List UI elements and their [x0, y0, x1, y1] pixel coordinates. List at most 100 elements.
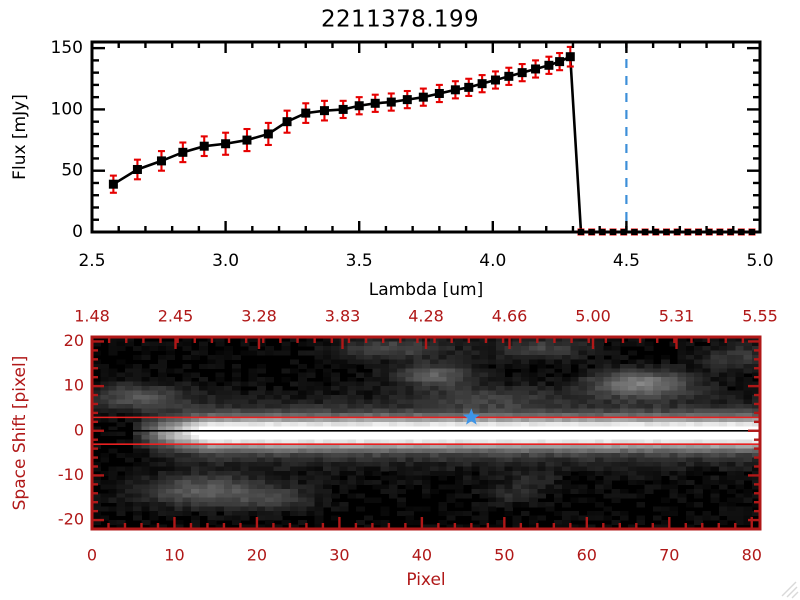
- x-tick-label: 5.0: [746, 251, 773, 271]
- spectrum-point: [490, 70, 500, 90]
- image-overlay-lines: [92, 408, 760, 445]
- data-point-marker: [450, 85, 460, 95]
- spectrum-point: [434, 83, 444, 104]
- spectrum-point: [221, 131, 231, 156]
- data-point-marker: [434, 88, 444, 98]
- space-shift-tick-label: 10: [64, 376, 84, 395]
- pixel-tick-label: 70: [659, 546, 679, 565]
- pixel-tick-label: 20: [247, 546, 267, 565]
- spectrum-x-axis-label: Lambda [um]: [369, 280, 483, 300]
- image-top-tick-labels: 1.48 2.45 3.28 3.83 4.28 4.66 5.00 5.31 5.55: [74, 307, 778, 326]
- pixel-tick-label: 40: [412, 546, 432, 565]
- spectrum-point: [108, 174, 118, 194]
- data-point-marker: [418, 92, 428, 102]
- x-tick-label: 4.5: [613, 251, 640, 271]
- spectrum-point: [370, 93, 380, 113]
- spectrum-y-axis-label: Flux [mJy]: [10, 94, 30, 180]
- page-title: 2211378.199: [321, 7, 479, 33]
- data-point-marker: [402, 95, 412, 105]
- spectrum-point: [555, 51, 565, 72]
- spectrum-tick-marks: [90, 42, 762, 234]
- spectral-image-data: [92, 337, 760, 529]
- wavelength-tick-label: 4.66: [492, 307, 528, 326]
- spectrum-point: [338, 99, 348, 120]
- reference-star-marker: [462, 408, 480, 425]
- data-point-marker: [565, 52, 575, 62]
- wavelength-tick-label: 5.31: [659, 307, 695, 326]
- wavelength-tick-label: 4.28: [408, 307, 444, 326]
- spectrum-point: [319, 99, 329, 122]
- data-point-marker: [555, 57, 565, 67]
- y-tick-label: 0: [72, 222, 83, 242]
- data-point-marker: [477, 79, 487, 89]
- spectrum-point: [531, 59, 541, 79]
- y-tick-label: 50: [61, 161, 83, 181]
- spectrum-x-tick-labels: 2.5 3.0 3.5 4.0 4.5 5.0: [78, 251, 773, 271]
- data-point-marker: [178, 147, 188, 157]
- data-point-marker: [531, 64, 541, 74]
- spectrum-point: [242, 127, 252, 153]
- wavelength-tick-label: 3.28: [241, 307, 277, 326]
- data-point-marker: [221, 139, 231, 149]
- x-tick-label: 3.0: [212, 251, 239, 271]
- pixel-tick-label: 80: [742, 546, 762, 565]
- spectrum-axes-frame: [90, 40, 762, 234]
- data-point-marker: [370, 98, 380, 108]
- wavelength-tick-label: 5.00: [575, 307, 611, 326]
- data-point-marker: [263, 129, 273, 139]
- image-x-axis-label: Pixel: [406, 570, 445, 590]
- data-point-marker: [544, 60, 554, 70]
- spectrum-point: [418, 87, 428, 107]
- spectrum-y-tick-labels: 0 50 100 150: [51, 38, 83, 242]
- resize-grip-icon[interactable]: [781, 581, 799, 599]
- x-tick-label: 2.5: [78, 251, 105, 271]
- x-tick-label: 3.5: [346, 251, 373, 271]
- pixel-tick-label: 0: [87, 546, 97, 565]
- spectrum-point: [517, 63, 527, 83]
- spectrum-point: [402, 89, 412, 110]
- image-y-axis-label: Space Shift [pixel]: [10, 356, 30, 511]
- data-point-marker: [319, 106, 329, 116]
- spectrum-point: [263, 121, 273, 147]
- data-point-marker: [386, 97, 396, 107]
- wavelength-tick-label: 2.45: [158, 307, 194, 326]
- spectrum-point: [386, 92, 396, 112]
- image-y-tick-labels: 20 10 0 -10 -20: [58, 331, 84, 529]
- space-shift-tick-label: -20: [58, 510, 84, 529]
- spectrum-point: [178, 141, 188, 164]
- data-point-marker: [132, 164, 142, 174]
- spectrum-point: [544, 55, 554, 75]
- space-shift-tick-label: -10: [58, 465, 84, 484]
- image-panel: 0 10 20 30 40 50 60 70 80 20 10 0 -10 -20 1.48 2.45 3.…: [10, 307, 778, 591]
- pixel-tick-label: 10: [164, 546, 184, 565]
- data-point-marker: [108, 179, 118, 189]
- pixel-tick-label: 50: [494, 546, 514, 565]
- data-point-marker: [338, 104, 348, 114]
- data-point-marker: [517, 68, 527, 78]
- pixel-tick-label: 60: [577, 546, 597, 565]
- data-point-marker: [199, 141, 209, 151]
- spectrum-point: [464, 77, 474, 97]
- spectrum-point: [132, 158, 142, 181]
- spectrum-point: [156, 150, 166, 172]
- wavelength-tick-label: 5.55: [742, 307, 778, 326]
- spectrum-point: [282, 109, 292, 134]
- spectrum-point: [199, 135, 209, 158]
- spectrum-point: [477, 74, 487, 94]
- spectrum-panel: 2.5 3.0 3.5 4.0 4.5 5.0 0 50 100 150 Lambda [um]…: [10, 38, 774, 300]
- wavelength-tick-label: 1.48: [74, 307, 110, 326]
- data-point-marker: [301, 108, 311, 118]
- y-tick-label: 150: [51, 38, 83, 58]
- image-x-tick-labels: 0 10 20 30 40 50 60 70 80: [87, 546, 762, 565]
- space-shift-tick-label: 0: [74, 420, 84, 439]
- data-point-marker: [464, 82, 474, 92]
- data-point-marker: [282, 117, 292, 127]
- space-shift-tick-label: 20: [64, 331, 84, 350]
- data-point-marker: [490, 75, 500, 85]
- y-tick-label: 100: [51, 99, 83, 119]
- spectrum-point: [504, 66, 514, 86]
- pixel-tick-label: 30: [329, 546, 349, 565]
- data-point-marker: [354, 101, 364, 111]
